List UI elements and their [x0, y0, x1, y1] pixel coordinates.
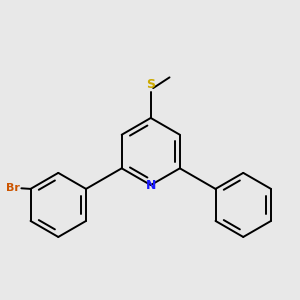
Text: Br: Br	[6, 183, 20, 193]
Text: S: S	[146, 77, 155, 91]
Text: N: N	[146, 178, 156, 192]
